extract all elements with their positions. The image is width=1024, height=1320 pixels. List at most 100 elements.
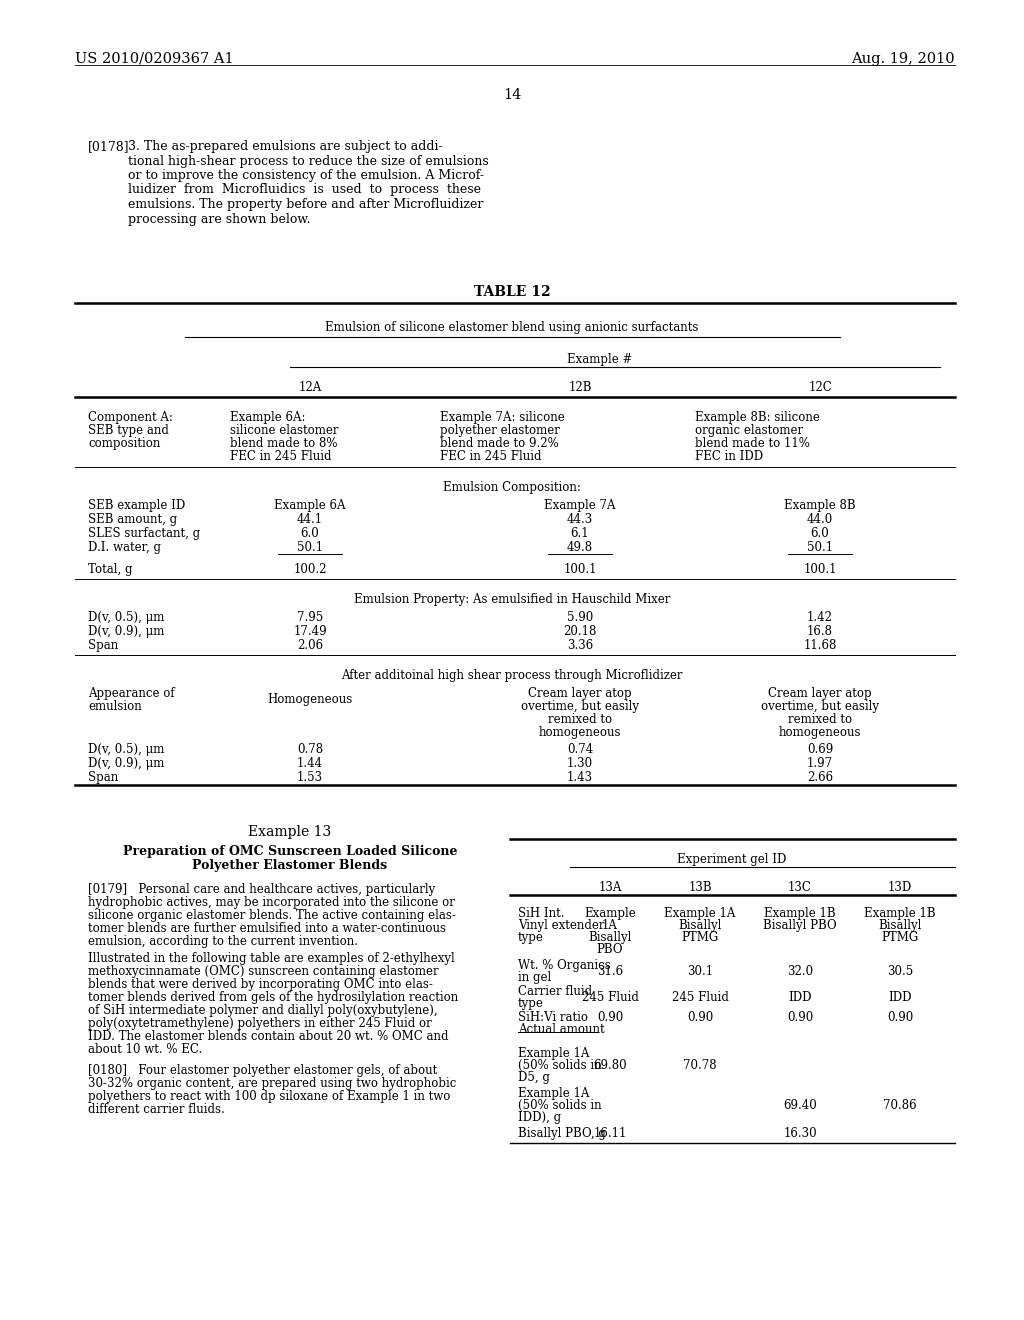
Text: 0.69: 0.69 <box>807 743 834 756</box>
Text: Bisallyl: Bisallyl <box>879 919 922 932</box>
Text: IDD: IDD <box>888 991 911 1005</box>
Text: Bisallyl: Bisallyl <box>678 919 722 932</box>
Text: Total, g: Total, g <box>88 564 132 576</box>
Text: 100.1: 100.1 <box>803 564 837 576</box>
Text: about 10 wt. % EC.: about 10 wt. % EC. <box>88 1043 203 1056</box>
Text: SLES surfactant, g: SLES surfactant, g <box>88 527 200 540</box>
Text: organic elastomer: organic elastomer <box>695 424 803 437</box>
Text: tional high-shear process to reduce the size of emulsions: tional high-shear process to reduce the … <box>128 154 488 168</box>
Text: D5, g: D5, g <box>518 1071 550 1084</box>
Text: Example 6A:: Example 6A: <box>230 411 305 424</box>
Text: Example 6A: Example 6A <box>274 499 346 512</box>
Text: Span: Span <box>88 771 118 784</box>
Text: Preparation of OMC Sunscreen Loaded Silicone: Preparation of OMC Sunscreen Loaded Sili… <box>123 845 458 858</box>
Text: 0.90: 0.90 <box>687 1011 713 1024</box>
Text: tomer blends are further emulsified into a water-continuous: tomer blends are further emulsified into… <box>88 921 446 935</box>
Text: 69.80: 69.80 <box>593 1059 627 1072</box>
Text: 13B: 13B <box>688 880 712 894</box>
Text: 100.2: 100.2 <box>293 564 327 576</box>
Text: US 2010/0209367 A1: US 2010/0209367 A1 <box>75 51 233 66</box>
Text: processing are shown below.: processing are shown below. <box>128 213 310 226</box>
Text: remixed to: remixed to <box>787 713 852 726</box>
Text: Cream layer atop: Cream layer atop <box>768 686 871 700</box>
Text: 6.0: 6.0 <box>301 527 319 540</box>
Text: 1.42: 1.42 <box>807 611 833 624</box>
Text: Span: Span <box>88 639 118 652</box>
Text: blend made to 11%: blend made to 11% <box>695 437 810 450</box>
Text: SEB example ID: SEB example ID <box>88 499 185 512</box>
Text: 44.3: 44.3 <box>567 513 593 525</box>
Text: luidizer  from  Microfluidics  is  used  to  process  these: luidizer from Microfluidics is used to p… <box>128 183 481 197</box>
Text: homogeneous: homogeneous <box>778 726 861 739</box>
Text: 0.78: 0.78 <box>297 743 323 756</box>
Text: methoxycinnamate (OMC) sunscreen containing elastomer: methoxycinnamate (OMC) sunscreen contain… <box>88 965 438 978</box>
Text: blends that were derived by incorporating OMC into elas-: blends that were derived by incorporatin… <box>88 978 433 991</box>
Text: 30.1: 30.1 <box>687 965 713 978</box>
Text: Illustrated in the following table are examples of 2-ethylhexyl: Illustrated in the following table are e… <box>88 952 455 965</box>
Text: 16.30: 16.30 <box>783 1127 817 1140</box>
Text: 6.1: 6.1 <box>570 527 590 540</box>
Text: D(v, 0.5), μm: D(v, 0.5), μm <box>88 611 165 624</box>
Text: FEC in 245 Fluid: FEC in 245 Fluid <box>440 450 542 463</box>
Text: 20.18: 20.18 <box>563 624 597 638</box>
Text: 70.86: 70.86 <box>883 1100 916 1111</box>
Text: Example 1B: Example 1B <box>864 907 936 920</box>
Text: Example 13: Example 13 <box>249 825 332 840</box>
Text: Example #: Example # <box>567 352 633 366</box>
Text: Example 1B: Example 1B <box>764 907 836 920</box>
Text: IDD: IDD <box>788 991 812 1005</box>
Text: 44.0: 44.0 <box>807 513 834 525</box>
Text: 14: 14 <box>503 88 521 102</box>
Text: 11.68: 11.68 <box>803 639 837 652</box>
Text: SEB amount, g: SEB amount, g <box>88 513 177 525</box>
Text: Vinyl extender: Vinyl extender <box>518 919 604 932</box>
Text: PBO: PBO <box>597 942 624 956</box>
Text: 1.53: 1.53 <box>297 771 323 784</box>
Text: PTMG: PTMG <box>681 931 719 944</box>
Text: 245 Fluid: 245 Fluid <box>582 991 638 1005</box>
Text: 32.0: 32.0 <box>786 965 813 978</box>
Text: 1.43: 1.43 <box>567 771 593 784</box>
Text: 5.90: 5.90 <box>567 611 593 624</box>
Text: Example 8B: Example 8B <box>784 499 856 512</box>
Text: Emulsion Composition:: Emulsion Composition: <box>443 480 581 494</box>
Text: type: type <box>518 931 544 944</box>
Text: Emulsion of silicone elastomer blend using anionic surfactants: Emulsion of silicone elastomer blend usi… <box>326 321 698 334</box>
Text: poly(oxytetramethylene) polyethers in either 245 Fluid or: poly(oxytetramethylene) polyethers in ei… <box>88 1016 432 1030</box>
Text: 70.78: 70.78 <box>683 1059 717 1072</box>
Text: 0.90: 0.90 <box>887 1011 913 1024</box>
Text: D(v, 0.9), μm: D(v, 0.9), μm <box>88 756 165 770</box>
Text: 44.1: 44.1 <box>297 513 323 525</box>
Text: 16.8: 16.8 <box>807 624 833 638</box>
Text: 7.95: 7.95 <box>297 611 324 624</box>
Text: emulsions. The property before and after Microfluidizer: emulsions. The property before and after… <box>128 198 483 211</box>
Text: Bisallyl PBO: Bisallyl PBO <box>763 919 837 932</box>
Text: 3.36: 3.36 <box>567 639 593 652</box>
Text: FEC in 245 Fluid: FEC in 245 Fluid <box>230 450 332 463</box>
Text: silicone organic elastomer blends. The active containing elas-: silicone organic elastomer blends. The a… <box>88 909 456 921</box>
Text: IDD), g: IDD), g <box>518 1111 561 1125</box>
Text: 30.5: 30.5 <box>887 965 913 978</box>
Text: Homogeneous: Homogeneous <box>267 693 352 706</box>
Text: 1.30: 1.30 <box>567 756 593 770</box>
Text: Carrier fluid: Carrier fluid <box>518 985 592 998</box>
Text: of SiH intermediate polymer and diallyl poly(oxybutylene),: of SiH intermediate polymer and diallyl … <box>88 1005 437 1016</box>
Text: different carrier fluids.: different carrier fluids. <box>88 1104 224 1115</box>
Text: D.I. water, g: D.I. water, g <box>88 541 161 554</box>
Text: 2.66: 2.66 <box>807 771 834 784</box>
Text: Bisallyl: Bisallyl <box>589 931 632 944</box>
Text: Example: Example <box>584 907 636 920</box>
Text: blend made to 8%: blend made to 8% <box>230 437 338 450</box>
Text: Component A:: Component A: <box>88 411 173 424</box>
Text: Example 1A: Example 1A <box>518 1086 590 1100</box>
Text: 13C: 13C <box>788 880 812 894</box>
Text: emulsion, according to the current invention.: emulsion, according to the current inven… <box>88 935 358 948</box>
Text: IDD. The elastomer blends contain about 20 wt. % OMC and: IDD. The elastomer blends contain about … <box>88 1030 449 1043</box>
Text: 12A: 12A <box>298 381 322 393</box>
Text: 17.49: 17.49 <box>293 624 327 638</box>
Text: PTMG: PTMG <box>882 931 919 944</box>
Text: 100.1: 100.1 <box>563 564 597 576</box>
Text: D(v, 0.9), μm: D(v, 0.9), μm <box>88 624 165 638</box>
Text: 2.06: 2.06 <box>297 639 323 652</box>
Text: 1.44: 1.44 <box>297 756 323 770</box>
